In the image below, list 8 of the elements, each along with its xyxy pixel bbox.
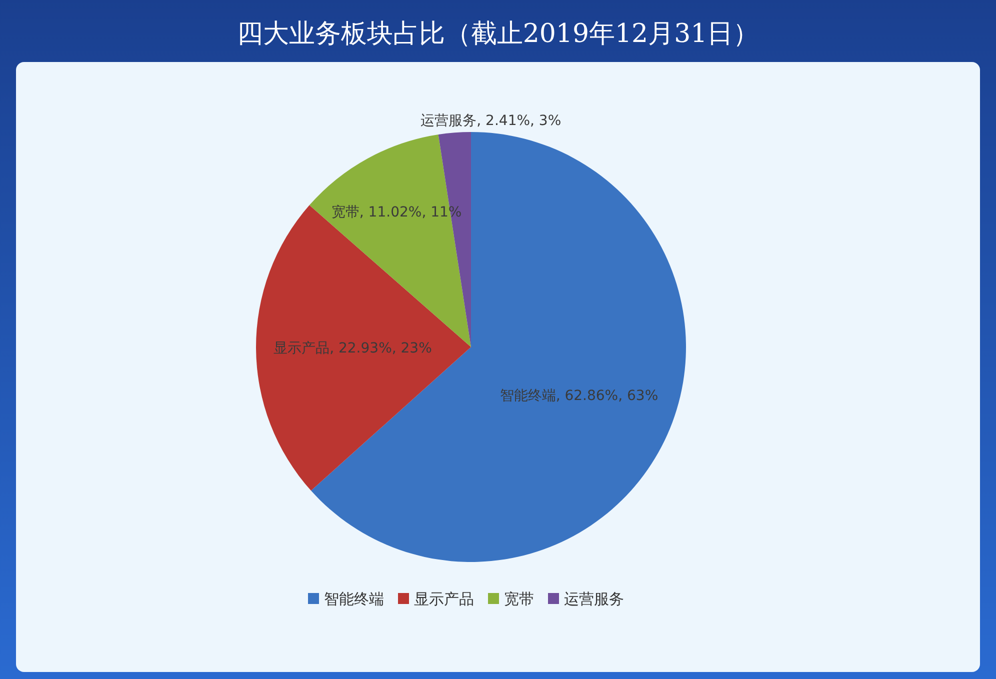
data-label: 智能终端, 62.86%, 63% <box>500 388 658 404</box>
legend-label: 显示产品 <box>414 590 474 608</box>
legend-label: 宽带 <box>504 590 534 608</box>
data-label: 运营服务, 2.41%, 3% <box>420 112 562 129</box>
data-label: 显示产品, 22.93%, 23% <box>274 340 432 357</box>
legend-label: 运营服务 <box>564 590 624 608</box>
legend-label: 智能终端 <box>324 590 384 608</box>
chart-title: 四大业务板块占比（截止2019年12月31日） <box>236 19 760 49</box>
